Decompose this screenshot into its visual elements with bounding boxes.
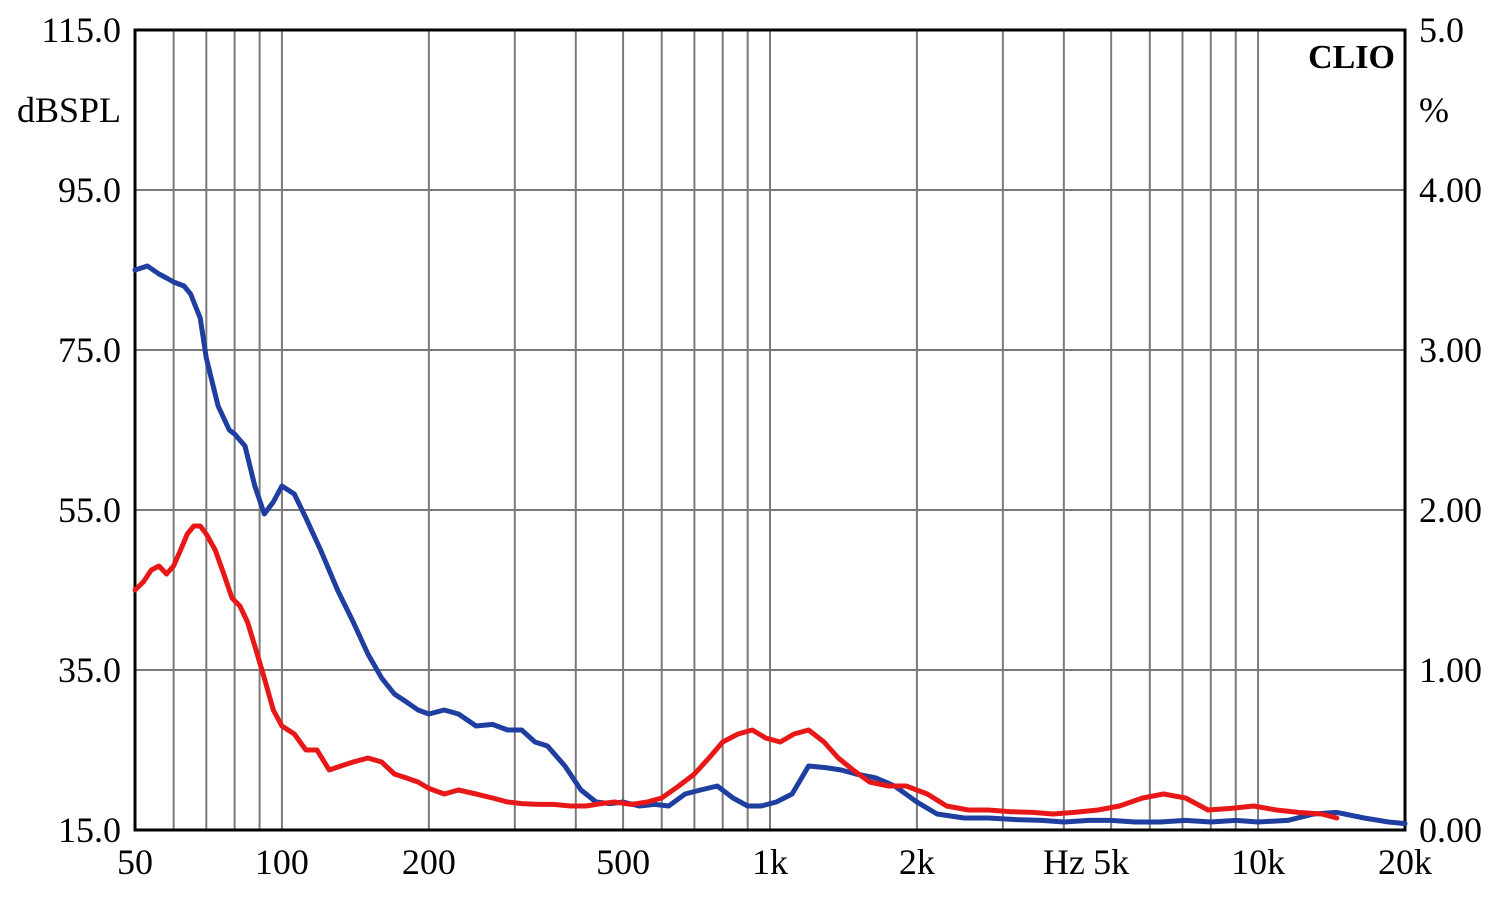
x-tick: 200 [402,842,456,882]
y-right-tick: 1.00 [1419,650,1482,690]
y-right-tick: 3.00 [1419,330,1482,370]
x-tick: 1k [752,842,788,882]
frequency-response-chart: 115.0 95.0 75.0 55.0 35.0 15.0 dBSPL 5.0 4.00 3.0… [0,0,1500,899]
x-tick: 10k [1231,842,1285,882]
y-right-tick: 4.00 [1419,170,1482,210]
x-tick: 50 [117,842,153,882]
y-right-tick: 5.0 [1419,10,1464,50]
x-tick: 20k [1378,842,1432,882]
y-left-label: dBSPL [17,90,121,130]
x-tick: 2k [899,842,935,882]
y-right-tick: 2.00 [1419,490,1482,530]
x-tick: Hz [1043,842,1085,882]
x-tick: 500 [596,842,650,882]
y-left-tick: 35.0 [58,650,121,690]
y-left-tick: 75.0 [58,330,121,370]
y-left-tick: 55.0 [58,490,121,530]
y-left-tick: 115.0 [41,10,121,50]
y-left-tick: 95.0 [58,170,121,210]
y-left-tick: 15.0 [58,810,121,850]
x-tick: 100 [255,842,309,882]
brand-label: CLIO [1308,39,1395,76]
y-right-label: % [1419,90,1449,130]
x-tick: 5k [1093,842,1129,882]
